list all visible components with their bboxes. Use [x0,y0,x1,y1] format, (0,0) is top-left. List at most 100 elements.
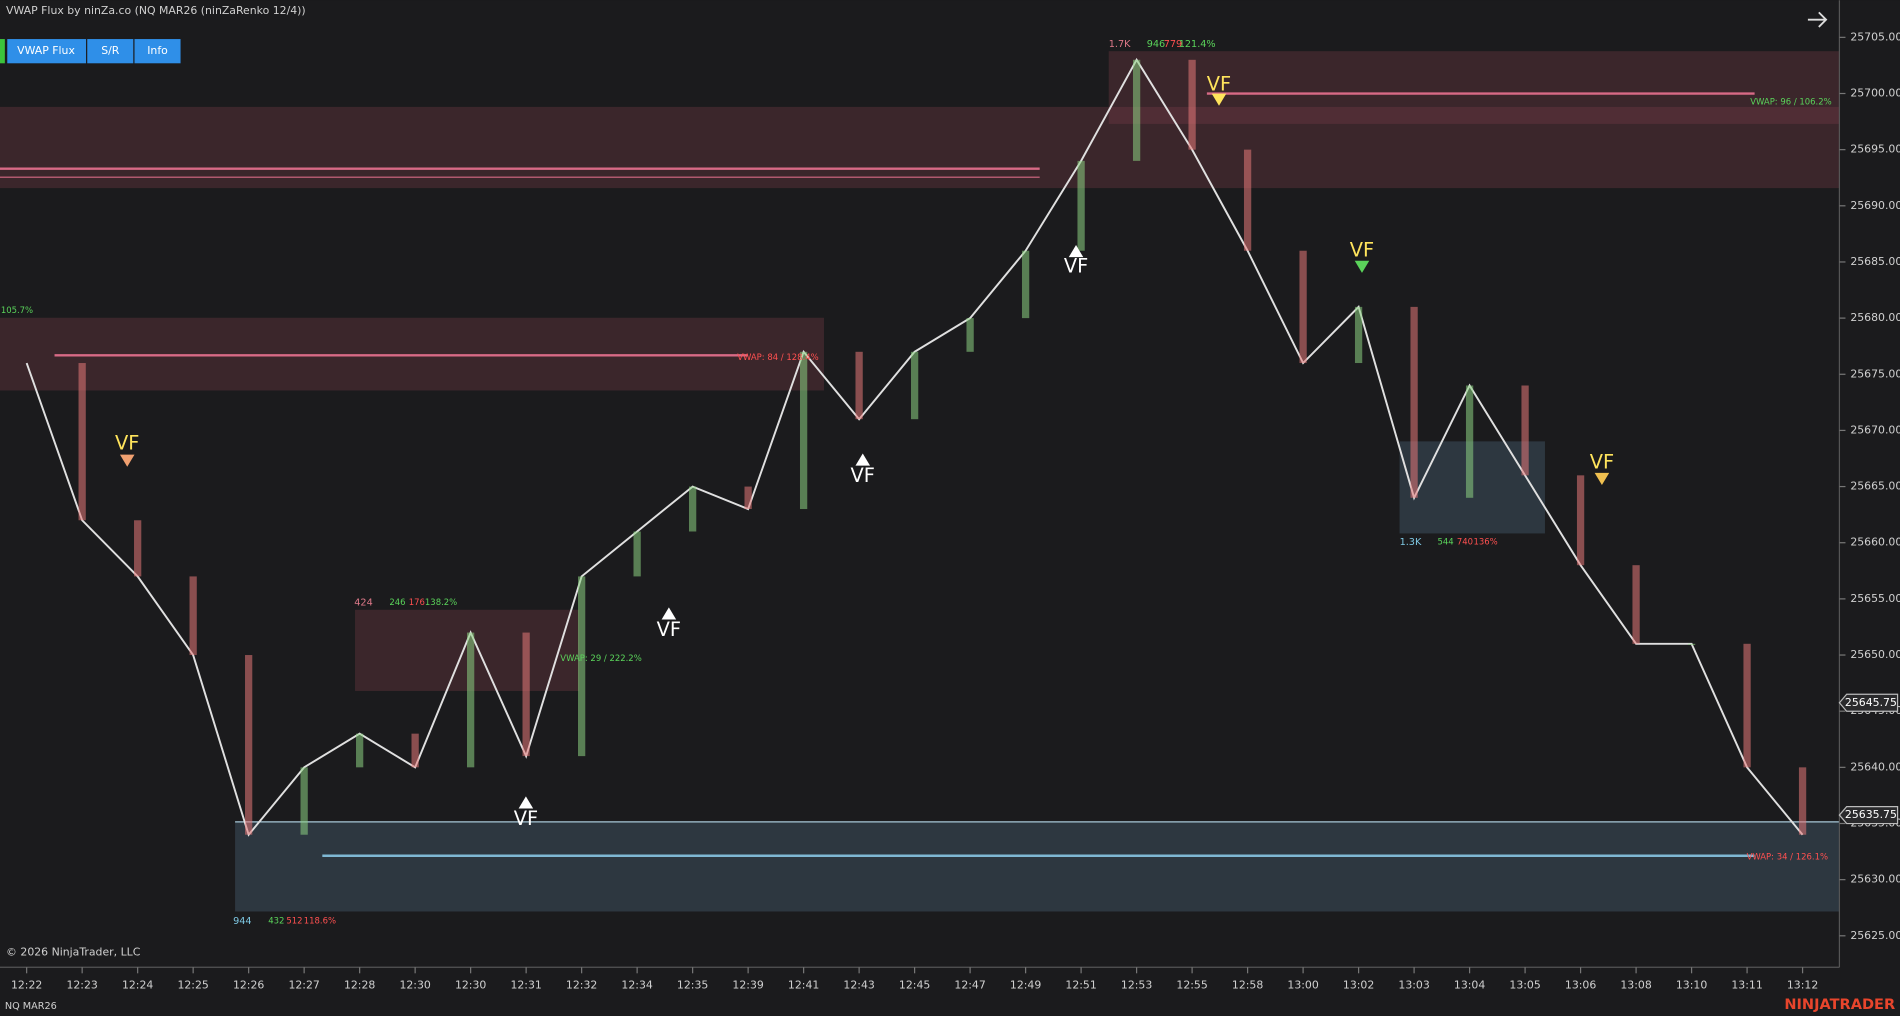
price-marker [1838,805,1899,825]
renko-brick [1299,250,1307,364]
annotation: VF [1350,239,1374,262]
annotation: VF [115,431,139,454]
renko-brick [1021,250,1030,319]
x-tick-label: 12:58 [1232,978,1263,991]
zones [0,51,1840,912]
button[interactable] [134,39,181,64]
annotation: 432 [268,916,284,926]
price-marker [1838,693,1899,712]
annotation: VF [1590,451,1614,474]
y-tick-label: 25640.00 [1850,760,1900,773]
renko-brick [1410,306,1418,498]
arrow-icon[interactable] [1807,11,1828,28]
y-tick-label: 25650.00 [1850,648,1900,661]
x-tick-label: 13:11 [1731,978,1762,991]
y-tick-label: 25695.00 [1850,143,1900,156]
renko-brick [633,531,641,577]
x-tick-label: 12:35 [677,978,708,991]
x-tick-label: 12:28 [344,978,375,991]
renko-brick [1188,59,1196,150]
button-label[interactable]: VWAP Flux [17,44,75,57]
annotation: 121.4% [1179,39,1216,50]
annotation: 246 [389,597,405,607]
x-tick-label: 13:02 [1343,978,1374,991]
y-tick-label: 25655.00 [1850,592,1900,605]
annotation: 176 [409,597,425,607]
annotation: VF [514,807,538,830]
annotation: VWAP: 84 / 128.4% [737,352,818,362]
annotation: VWAP: 96 / 106.2% [1750,97,1831,107]
annotation: VF [657,618,681,641]
renko-brick [1354,306,1363,364]
price-marker-label: 25635.75 [1845,808,1897,821]
renko-brick [1798,767,1807,835]
button[interactable] [7,39,87,64]
y-tick-label: 25660.00 [1850,536,1900,549]
price-marker-label: 25645.75 [1845,696,1897,709]
annotation: 1.3K [1400,537,1422,548]
x-tick-label: 13:12 [1787,978,1818,991]
x-tick-label: 13:00 [1287,978,1318,991]
signal-arrow [1594,472,1610,485]
renko-brick [1521,385,1529,476]
zone [1108,51,1840,124]
signal-arrow [518,796,534,809]
x-tick-label: 12:32 [566,978,597,991]
y-tick-label: 25665.00 [1850,480,1900,493]
x-tick-label: 12:39 [732,978,763,991]
annotation: 105.7% [1,305,33,315]
renko-brick [245,655,253,835]
renko-brick [1132,59,1141,161]
renko-brick [1243,149,1252,251]
renko-brick [1743,643,1751,768]
x-tick-label: 12:49 [1010,978,1041,991]
annotation: VF [851,464,875,487]
x-tick-label: 12:53 [1121,978,1152,991]
x-tick-label: 13:10 [1676,978,1707,991]
x-tick-label: 13:04 [1454,978,1485,991]
renko-brick [799,351,808,510]
annotation: 138.2% [425,597,457,607]
x-tick-label: 12:25 [177,978,208,991]
renko-brick [411,733,419,768]
x-tick-label: 12:26 [233,978,264,991]
renko-brick [688,486,697,532]
instrument: NQ MAR26 [5,1001,57,1012]
renko-brick [356,733,364,768]
x-tick-label: 12:47 [954,978,985,991]
annotation: 118.6% [304,916,336,926]
signal-arrow [119,454,135,467]
renko-brick [78,363,86,521]
renko-brick [522,632,530,757]
x-tick-label: 12:45 [899,978,930,991]
brand: NINJATRADER [1784,997,1895,1013]
renko-brick [1576,475,1585,566]
renko-brick [1077,160,1085,251]
x-tick-label: 12:30 [455,978,486,991]
zone [0,106,1840,189]
x-tick-label: 12:24 [122,978,153,991]
x-tick-label: 13:05 [1509,978,1540,991]
y-tick-label: 25700.00 [1850,86,1900,99]
status [0,39,5,64]
annotation: 544 [1438,536,1454,546]
button[interactable] [87,39,134,64]
annotation: VWAP: 34 / 126.1% [1747,851,1828,861]
renko-brick [1687,643,1696,646]
annotation: 512 [286,916,302,926]
x-tick-label: 12:43 [843,978,874,991]
annotation: 946 [1147,39,1166,50]
y-tick-label: 25675.00 [1850,367,1900,380]
x-tick-label: 12:27 [288,978,319,991]
renko-brick [966,318,974,352]
button-label[interactable]: S/R [101,44,120,57]
x-tick-label: 12:30 [399,978,430,991]
annotation: 944 [233,916,252,927]
renko-brick [1632,565,1640,644]
button-label[interactable]: Info [147,44,168,57]
y-tick-label: 25705.00 [1850,30,1900,43]
renko-brick [134,520,142,577]
annotation: VF [1207,73,1231,96]
y-tick-label: 25685.00 [1850,255,1900,268]
